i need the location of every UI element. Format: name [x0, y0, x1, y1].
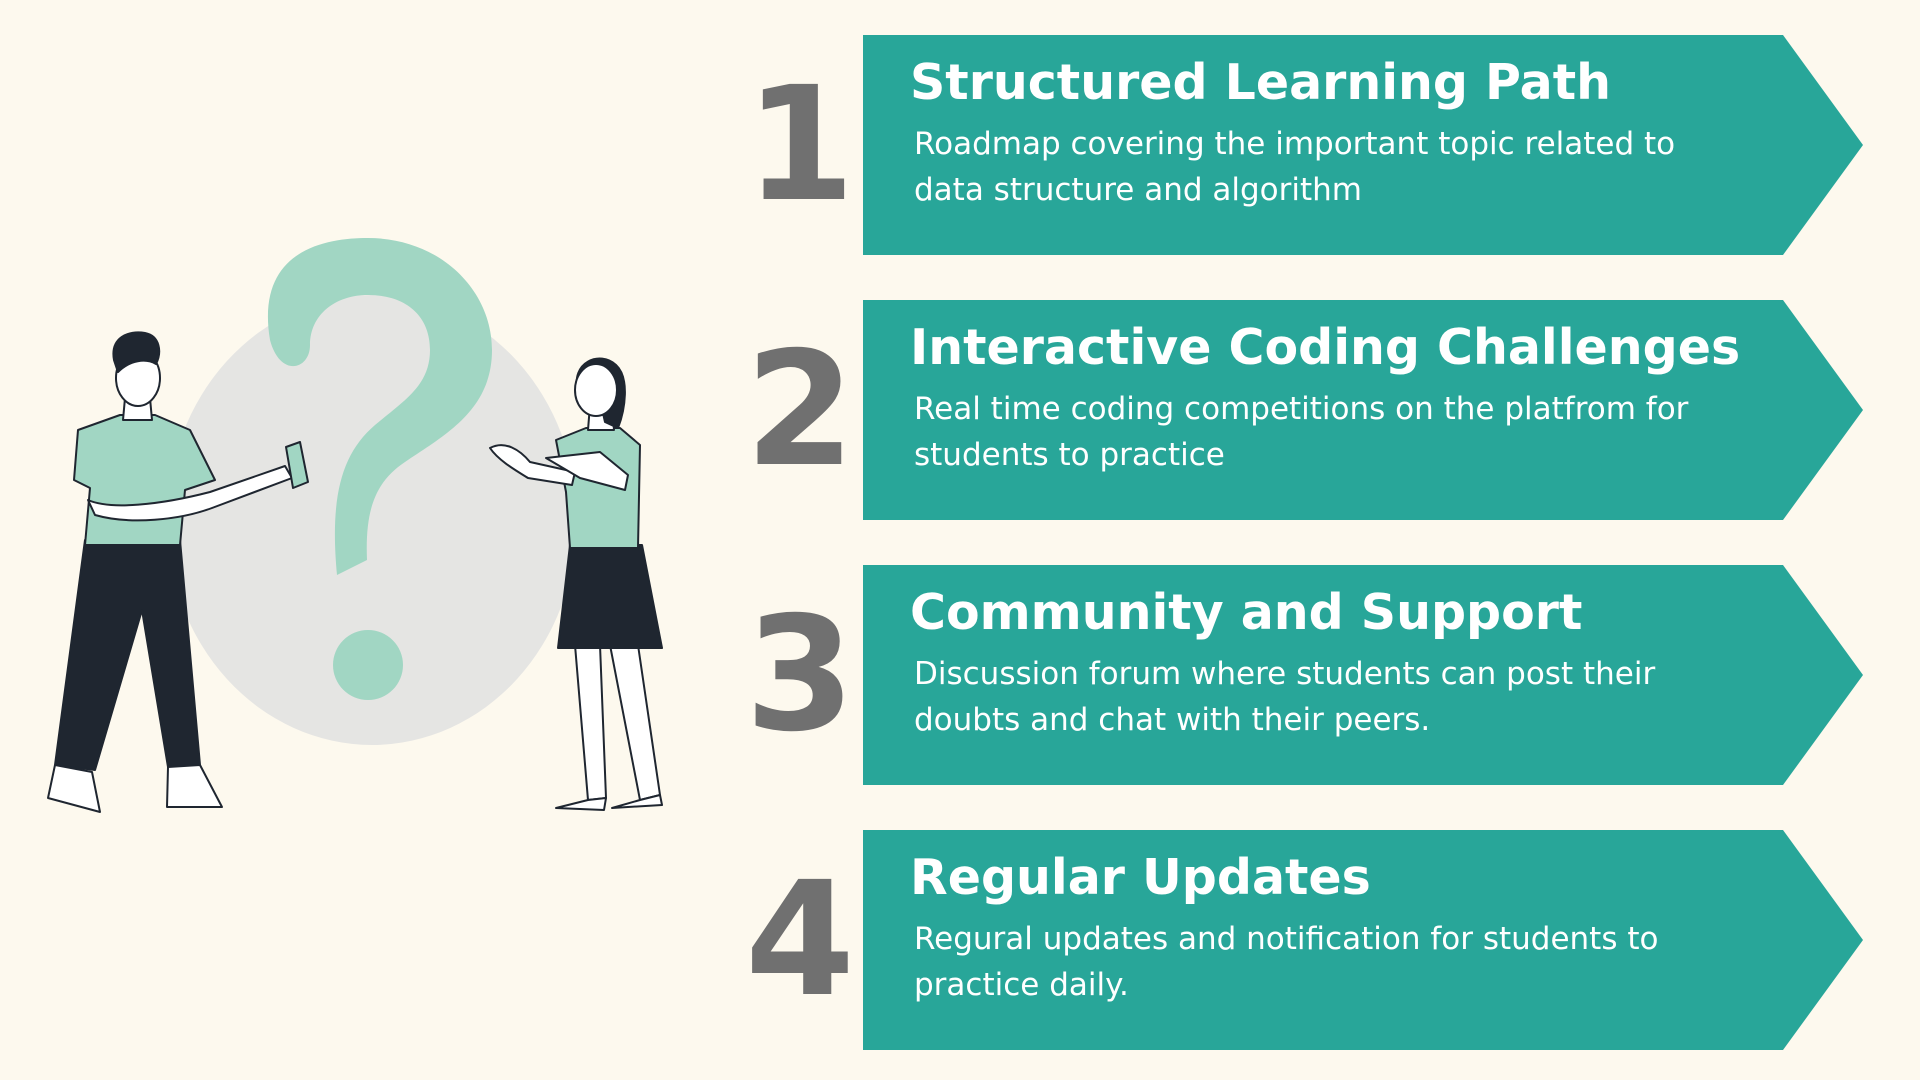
step-title: Structured Learning Path [910, 54, 1612, 111]
step-title: Community and Support [910, 584, 1583, 641]
arrow-banner [863, 565, 1863, 785]
arrow-banner [863, 300, 1863, 520]
step-1: 1 Structured Learning Path Roadmap cover… [730, 35, 1880, 255]
man-figure [47, 331, 309, 813]
step-2: 2 Interactive Coding Challenges Real tim… [730, 300, 1880, 520]
step-description: Discussion forum where students can post… [914, 656, 1656, 738]
step-description: Real time coding competitions on the pla… [914, 391, 1689, 473]
step-4: 4 Regular Updates Regural updates and no… [730, 830, 1880, 1050]
step-description: Roadmap covering the important topic rel… [914, 126, 1676, 208]
woman-figure [489, 357, 663, 811]
step-number: 2 [745, 318, 855, 502]
step-title: Interactive Coding Challenges [910, 319, 1741, 376]
step-3: 3 Community and Support Discussion forum… [730, 565, 1880, 785]
arrow-banner [863, 35, 1863, 255]
question-mark-icon [267, 238, 492, 700]
background-oval [167, 295, 577, 745]
step-title: Regular Updates [910, 849, 1371, 906]
step-number: 3 [745, 583, 855, 767]
illustration [47, 238, 663, 813]
arrow-banner [863, 830, 1863, 1050]
step-number: 1 [745, 53, 855, 237]
step-description: Regural updates and notification for stu… [914, 921, 1659, 1003]
step-number: 4 [745, 848, 855, 1032]
